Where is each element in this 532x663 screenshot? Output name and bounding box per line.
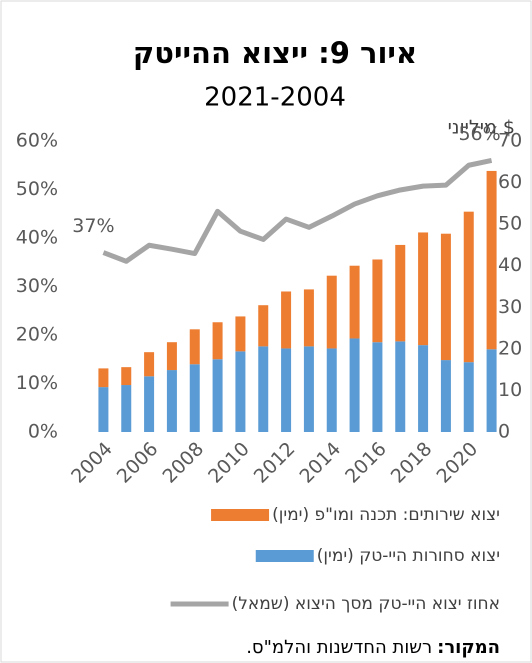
source-label: המקור: [437, 637, 500, 658]
bar [418, 232, 429, 346]
y-tick-label: 0% [28, 421, 58, 443]
bar [98, 387, 109, 432]
y2-tick-label: 30 [498, 296, 522, 318]
y2-axis-label: מיליוני $ [448, 117, 515, 139]
y2-tick-label: 70 [498, 130, 522, 152]
y2-tick-label: 50 [498, 213, 522, 235]
bar [235, 351, 246, 432]
y-tick-label: 40% [16, 227, 58, 249]
y-tick-label: 60% [16, 130, 58, 152]
bar [395, 244, 406, 342]
bar [121, 367, 132, 386]
bar [418, 345, 429, 432]
bar [326, 348, 337, 432]
bar [326, 275, 337, 349]
bar [235, 316, 246, 352]
bar [144, 352, 155, 377]
y-tick-label: 30% [16, 275, 58, 297]
bar [189, 364, 200, 432]
bar [349, 338, 360, 432]
bar [144, 376, 155, 432]
bar [281, 348, 292, 432]
bar [463, 362, 474, 432]
y-tick-label: 20% [16, 324, 58, 346]
bar [212, 322, 223, 360]
legend-swatch [255, 550, 314, 562]
y-tick-label: 50% [16, 178, 58, 200]
bar [303, 289, 314, 347]
chart-subtitle: 2021-2004 [204, 83, 346, 113]
bar [372, 259, 383, 343]
source-text: רשות החדשנות והלמ"ס. [246, 637, 432, 658]
legend-label: יצוא שירותים: תכנה ומו"פ (ימין) [272, 505, 500, 525]
bar [463, 211, 474, 363]
legend-swatch [211, 509, 270, 521]
bar [486, 349, 497, 432]
y2-tick-label: 40 [498, 254, 522, 276]
bar [395, 341, 406, 432]
bar [212, 359, 223, 432]
bar [121, 385, 132, 432]
bar [440, 233, 451, 361]
y2-tick-label: 20 [498, 337, 522, 359]
legend-label: אחוז יצוא היי-טק מסך היצוא (שמאל) [232, 594, 500, 614]
bar [189, 329, 200, 365]
bar [372, 342, 383, 432]
bar [258, 346, 269, 432]
data-label: 56% [458, 123, 500, 145]
bar [166, 370, 177, 432]
y-tick-label: 10% [16, 372, 58, 394]
bar [98, 368, 109, 388]
y2-tick-label: 0 [498, 421, 510, 443]
line [102, 157, 493, 264]
legend-label: יצוא סחורות היי-טק (ימין) [317, 546, 500, 566]
bar [440, 360, 451, 432]
bar [258, 305, 269, 347]
chart-title: איור 9: ייצוא ההייטק [133, 36, 417, 70]
bar [303, 346, 314, 432]
bar [486, 170, 497, 350]
data-label: 37% [72, 215, 114, 237]
bar [166, 342, 177, 371]
y2-tick-label: 10 [498, 379, 522, 401]
y2-tick-label: 60 [498, 171, 522, 193]
bar [349, 265, 360, 339]
bar [281, 291, 292, 349]
